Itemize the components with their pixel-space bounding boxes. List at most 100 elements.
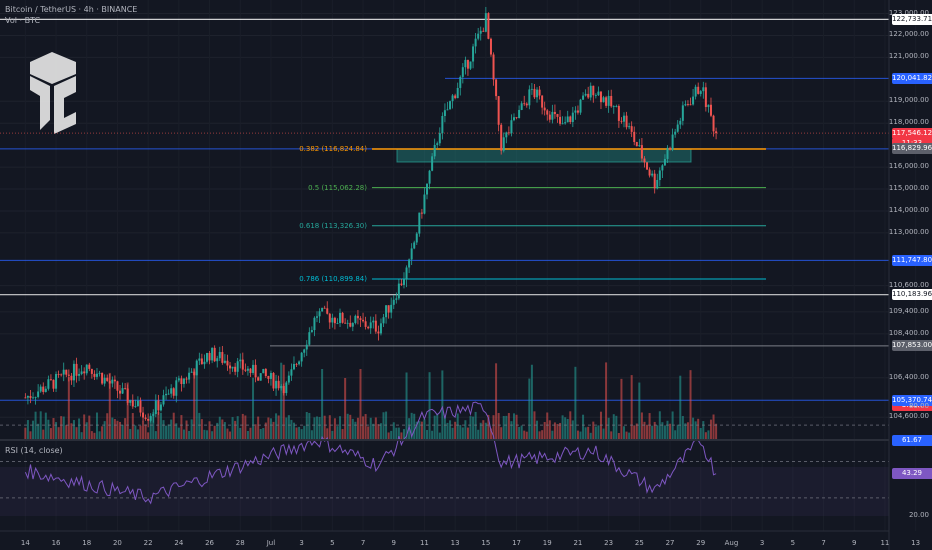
candle-body xyxy=(226,360,229,366)
candle-body xyxy=(615,106,618,107)
volume-bar xyxy=(492,415,495,439)
candle-body xyxy=(472,46,475,62)
volume-bar xyxy=(592,421,595,439)
volume-bar xyxy=(487,414,490,439)
candle-body xyxy=(39,386,42,392)
volume-bar xyxy=(602,428,605,439)
candle-body xyxy=(479,30,482,34)
fib-label: 0.618 (113,326.30) xyxy=(299,221,367,230)
volume-bar xyxy=(57,427,60,439)
volume-bar xyxy=(489,428,492,439)
candle-body xyxy=(26,395,29,398)
candle-body xyxy=(272,373,275,389)
volume-bar xyxy=(182,429,185,439)
volume-bar xyxy=(65,425,68,439)
time-tick-label: 5 xyxy=(790,539,796,547)
volume-bar xyxy=(684,423,687,439)
time-tick-label: 7 xyxy=(360,539,366,547)
candle-body xyxy=(111,379,114,384)
volume-bar xyxy=(397,427,400,439)
candle-body xyxy=(252,364,255,373)
volume-bar xyxy=(185,420,188,439)
volume-bar xyxy=(93,432,96,439)
candle-body xyxy=(149,415,152,421)
candle-body xyxy=(231,366,234,369)
volume-bar xyxy=(121,424,124,439)
price-tag: 110,183.96 xyxy=(892,289,932,301)
time-tick-label: Aug xyxy=(724,539,739,547)
volume-bar xyxy=(589,432,592,439)
candle-body xyxy=(134,406,137,407)
candle-body xyxy=(72,363,75,381)
volume-bar xyxy=(482,420,485,439)
volume-bar xyxy=(479,422,482,439)
candle-body xyxy=(277,380,280,389)
volume-legend[interactable]: Vol · BTC xyxy=(5,16,41,25)
volume-bar xyxy=(413,413,416,439)
price-tag: 111,747.80 xyxy=(892,254,932,266)
volume-bar xyxy=(205,430,208,439)
candle-body xyxy=(147,418,150,421)
volume-bar xyxy=(32,420,35,439)
volume-bar xyxy=(707,430,710,439)
candle-body xyxy=(60,374,63,376)
volume-bar xyxy=(277,415,280,439)
volume-bar xyxy=(466,427,469,439)
candle-body xyxy=(221,351,224,363)
volume-bar xyxy=(165,425,168,439)
volume-bar xyxy=(29,431,32,439)
volume-bar xyxy=(638,382,641,439)
candle-body xyxy=(607,95,610,106)
candle-body xyxy=(267,376,270,379)
time-tick-label: 7 xyxy=(821,539,826,547)
time-tick-label: 26 xyxy=(205,539,215,547)
candle-body xyxy=(254,364,257,378)
volume-bar xyxy=(694,421,697,439)
candle-body xyxy=(709,104,712,116)
candle-body xyxy=(597,91,600,96)
volume-bar xyxy=(80,432,83,439)
candle-body xyxy=(70,375,73,381)
time-tick-label: 24 xyxy=(174,539,184,547)
volume-bar xyxy=(62,416,65,439)
volume-bar xyxy=(681,416,684,439)
candle-body xyxy=(244,369,247,371)
candle-body xyxy=(116,381,119,391)
candle-body xyxy=(651,173,654,176)
time-tick-label: 3 xyxy=(759,539,765,547)
time-tick-label: 13 xyxy=(450,539,460,547)
symbol-title[interactable]: Bitcoin / TetherUS · 4h · BINANCE xyxy=(5,5,138,14)
price-tick-label: 121,000.00 xyxy=(888,52,929,61)
volume-bar xyxy=(423,419,426,439)
candle-body xyxy=(101,372,104,384)
candle-body xyxy=(566,116,569,123)
volume-bar xyxy=(656,425,659,439)
volume-bar xyxy=(328,415,331,439)
volume-bar xyxy=(630,375,633,439)
candle-body xyxy=(136,400,139,407)
volume-bar xyxy=(651,425,654,439)
time-tick-label: 11 xyxy=(419,539,429,547)
rsi-legend[interactable]: RSI (14, close) xyxy=(5,446,63,455)
volume-bar xyxy=(525,431,528,439)
candle-body xyxy=(505,132,508,138)
candle-body xyxy=(689,104,692,106)
candle-body xyxy=(208,352,211,361)
demand-zone xyxy=(396,148,692,163)
candle-body xyxy=(541,95,544,108)
volume-bar xyxy=(676,424,679,439)
volume-bar xyxy=(379,423,382,439)
volume-bar xyxy=(451,427,454,439)
candle-body xyxy=(95,373,98,377)
candle-body xyxy=(88,364,91,369)
volume-bar xyxy=(231,417,234,439)
time-tick-label: 25 xyxy=(634,539,644,547)
volume-bar xyxy=(244,415,247,439)
candle-body xyxy=(364,321,367,327)
price-tag: 105,370.74 xyxy=(892,394,932,406)
candle-body xyxy=(182,378,185,385)
volume-bar xyxy=(267,417,270,439)
candle-body xyxy=(367,326,370,329)
volume-bar xyxy=(441,370,444,439)
